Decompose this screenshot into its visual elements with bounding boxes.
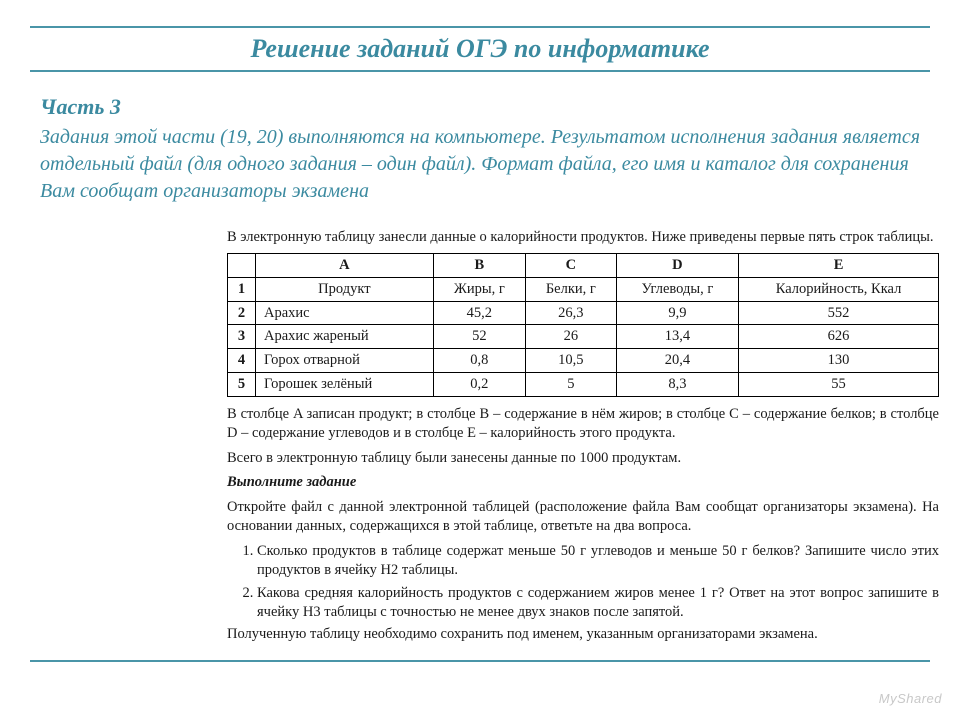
cell: 26,3 [525, 301, 616, 325]
header-cell: Жиры, г [433, 277, 525, 301]
question-item: Какова средняя калорийность продуктов с … [257, 584, 939, 622]
col-letter: B [433, 253, 525, 277]
cell: Горошек зелёный [256, 373, 434, 397]
task-open: Откройте файл с данной электронной табли… [227, 498, 939, 536]
col-letter [228, 253, 256, 277]
table-row: 3 Арахис жареный 52 26 13,4 626 [228, 325, 939, 349]
col-letter: D [616, 253, 738, 277]
cell: 13,4 [616, 325, 738, 349]
cell: 0,8 [433, 349, 525, 373]
bottom-rule [30, 660, 930, 662]
page-title: Решение заданий ОГЭ по информатике [30, 34, 930, 64]
cell: 130 [739, 349, 939, 373]
cell: 552 [739, 301, 939, 325]
cell: 626 [739, 325, 939, 349]
cell: 26 [525, 325, 616, 349]
cell: 9,9 [616, 301, 738, 325]
closing-paragraph: Полученную таблицу необходимо сохранить … [227, 625, 939, 644]
lead-paragraph: В электронную таблицу занесли данные о к… [227, 228, 939, 247]
cell: 5 [525, 373, 616, 397]
cell: 10,5 [525, 349, 616, 373]
part-label: Часть 3 [40, 92, 920, 122]
top-rule [30, 26, 930, 28]
total-paragraph: Всего в электронную таблицу были занесен… [227, 449, 939, 468]
header-cell: Калорийность, Ккал [739, 277, 939, 301]
cell: 52 [433, 325, 525, 349]
table-row: 2 Арахис 45,2 26,3 9,9 552 [228, 301, 939, 325]
cell: 20,4 [616, 349, 738, 373]
col-letter: A [256, 253, 434, 277]
cell: 45,2 [433, 301, 525, 325]
row-num: 5 [228, 373, 256, 397]
question-list: Сколько продуктов в таблице содержат мен… [227, 542, 939, 621]
document-panel: В электронную таблицу занесли данные о к… [227, 228, 939, 650]
header-cell: Углеводы, г [616, 277, 738, 301]
cell: Арахис [256, 301, 434, 325]
cell: Арахис жареный [256, 325, 434, 349]
col-letter: E [739, 253, 939, 277]
intro-block: Часть 3 Задания этой части (19, 20) выпо… [40, 92, 920, 205]
col-letter: C [525, 253, 616, 277]
watermark: MyShared [879, 691, 942, 706]
row-num: 3 [228, 325, 256, 349]
title-underline-rule [30, 70, 930, 72]
cell: 55 [739, 373, 939, 397]
header-cell: Белки, г [525, 277, 616, 301]
row-num: 1 [228, 277, 256, 301]
data-table: A B C D E 1 Продукт Жиры, г Белки, г Угл… [227, 253, 939, 397]
table-row: 5 Горошек зелёный 0,2 5 8,3 55 [228, 373, 939, 397]
header-cell: Продукт [256, 277, 434, 301]
cell: Горох отварной [256, 349, 434, 373]
cell: 0,2 [433, 373, 525, 397]
row-num: 2 [228, 301, 256, 325]
intro-text: Задания этой части (19, 20) выполняются … [40, 126, 920, 202]
explain-paragraph: В столбце A записан продукт; в столбце B… [227, 405, 939, 443]
table-row: 4 Горох отварной 0,8 10,5 20,4 130 [228, 349, 939, 373]
task-header: Выполните задание [227, 473, 939, 492]
question-item: Сколько продуктов в таблице содержат мен… [257, 542, 939, 580]
cell: 8,3 [616, 373, 738, 397]
row-num: 4 [228, 349, 256, 373]
header-row: 1 Продукт Жиры, г Белки, г Углеводы, г К… [228, 277, 939, 301]
col-letter-row: A B C D E [228, 253, 939, 277]
